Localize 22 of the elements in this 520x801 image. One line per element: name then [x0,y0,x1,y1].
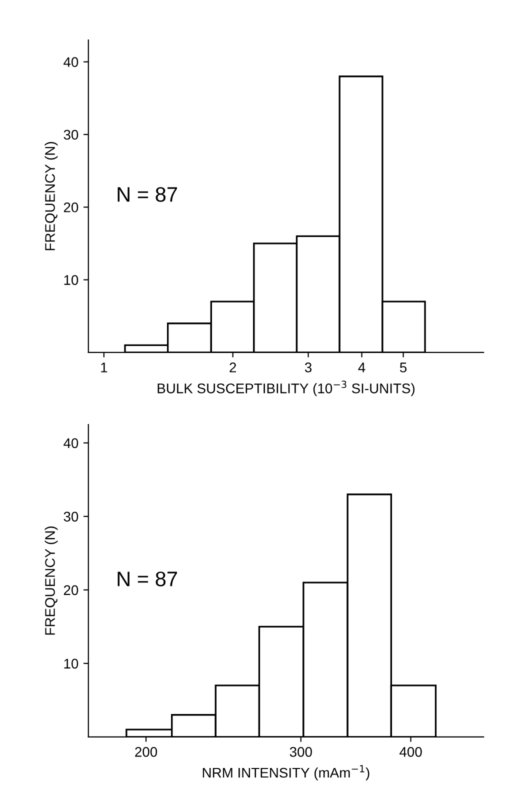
x-tick-label: 1 [101,362,108,372]
y-tick-label: 10 [64,658,78,669]
x-axis-title: NRM INTENSITY (mAm$^{−1}$) [202,765,370,780]
x-tick-label: 2 [230,362,236,372]
y-tick-label: 20 [64,202,78,212]
x-tick-label: 4 [358,362,366,372]
annotation: N = 87 [118,572,177,586]
annotation: N = 87 [118,187,177,202]
y-tick-label: 40 [64,57,78,68]
x-tick-label: 3 [304,362,312,372]
y-tick-label: 10 [64,275,78,285]
x-tick-label: 200 [135,747,158,757]
y-tick-label: 40 [64,438,78,448]
y-axis-title: FREQUENCY (N) [44,526,58,635]
x-tick-label: 400 [400,747,422,757]
y-tick-label: 20 [64,585,78,596]
y-axis-title: FREQUENCY (N) [44,142,58,250]
x-axis-title: BULK SUSCEPTIBILITY (10$^{−3}$ SI-UNITS) [158,380,414,396]
x-tick-label: 5 [400,362,407,372]
x-tick-label: 300 [290,747,312,757]
y-tick-label: 30 [64,130,78,140]
y-tick-label: 30 [64,512,78,522]
